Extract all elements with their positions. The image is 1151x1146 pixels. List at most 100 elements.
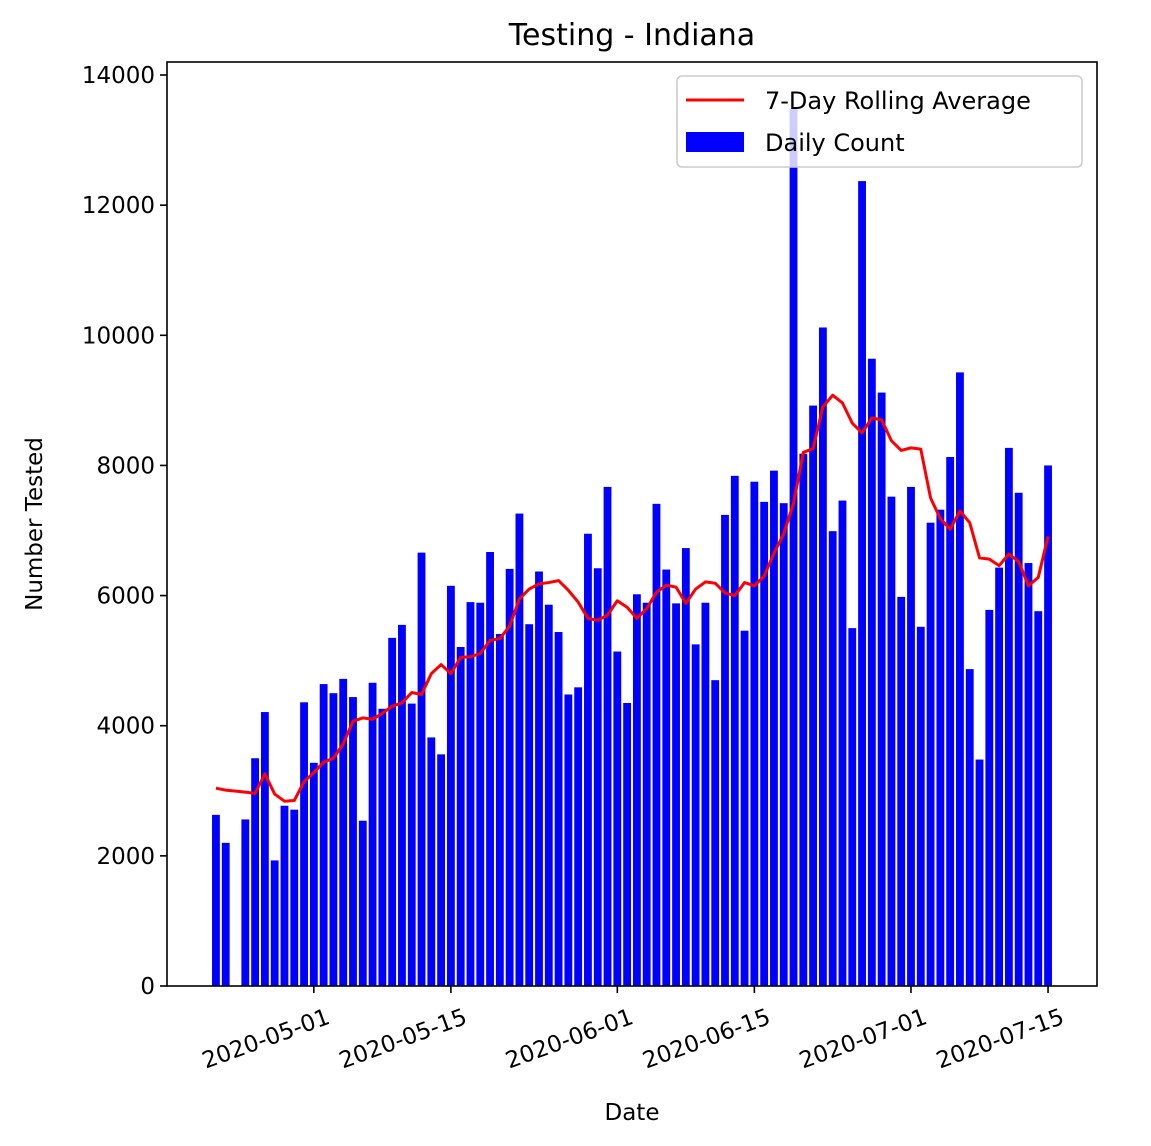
bar [584,533,592,986]
bar [740,630,749,986]
bar [554,632,563,986]
bar [1024,563,1033,986]
bar [564,694,573,986]
bar [818,327,827,986]
bar [280,805,289,986]
bar [476,602,485,986]
bar [368,682,377,986]
y-tick-label: 10000 [82,323,155,349]
bar [613,651,622,986]
bar [1034,611,1043,986]
y-tick-label: 14000 [82,63,155,89]
bar [427,737,436,986]
bar [730,475,739,986]
y-tick-label: 12000 [82,193,155,219]
bar [329,693,338,986]
bar [407,703,416,986]
bar [603,486,612,986]
legend-label-daily-count: Daily Count [765,129,905,157]
bar [339,678,348,986]
bar [975,759,984,986]
legend-label-rolling-average: 7-Day Rolling Average [765,87,1031,115]
bar [388,637,397,986]
chart-title: Testing - Indiana [508,18,755,53]
bar [995,567,1004,986]
rolling-average-line [215,393,1050,803]
bar [486,551,494,986]
bar [946,456,955,987]
y-tick-label: 0 [140,974,155,1000]
bar [525,624,534,986]
bar [662,569,671,986]
bar [515,513,524,986]
bar [721,514,729,986]
bar [349,697,357,986]
bar [456,646,465,986]
bar [642,602,651,986]
bar [809,405,818,986]
bar [574,687,583,986]
bar [770,470,778,986]
bar [251,758,260,986]
y-axis-label: Number Tested [22,437,48,611]
bar [965,669,974,986]
x-axis-label: Date [605,1100,660,1126]
bar [466,602,475,986]
bar [309,762,318,986]
bar [936,509,945,986]
legend-box [676,75,1083,168]
bar [358,820,367,986]
bar [897,596,906,986]
bar [799,453,808,987]
line-series-rolling-average [215,393,1050,803]
y-axis: 0 2000 4000 6000 8000 10000 12000 14000 [82,63,167,1000]
bar [290,809,299,986]
bar [652,503,661,986]
bar [437,754,446,986]
bar [212,814,220,986]
bar [505,568,514,986]
bar [848,628,857,986]
bar [760,501,769,986]
bar [535,571,543,986]
bar-series-daily-count [212,108,1052,987]
bar [887,496,896,986]
bar [828,531,837,986]
bar [907,486,915,986]
bar [378,708,387,986]
legend-bar-swatch [686,132,744,152]
bar [319,684,328,986]
bar [544,604,553,986]
bar [495,633,504,986]
bar [1004,447,1013,986]
y-tick-label: 6000 [96,584,155,610]
bar [593,568,602,986]
bar [916,626,925,986]
bar [270,860,279,986]
bar [956,372,964,986]
bar [691,644,700,986]
bar [867,358,876,987]
y-tick-label: 2000 [96,844,155,870]
bar [701,602,710,986]
bar [858,181,866,986]
y-tick-label: 8000 [96,453,155,479]
y-tick-label: 4000 [96,714,155,740]
bar [260,712,269,986]
bar [221,842,230,986]
bar [300,702,308,986]
bar [750,481,759,986]
bar [681,548,690,986]
bar [1014,492,1023,986]
bar [241,819,250,986]
bar [877,392,886,986]
bar [838,500,847,986]
bar [1044,465,1052,986]
plot-frame [166,61,1098,987]
bar [632,594,641,986]
bar [789,108,798,987]
bar [446,585,455,986]
bar [985,609,994,986]
bar [417,552,426,986]
